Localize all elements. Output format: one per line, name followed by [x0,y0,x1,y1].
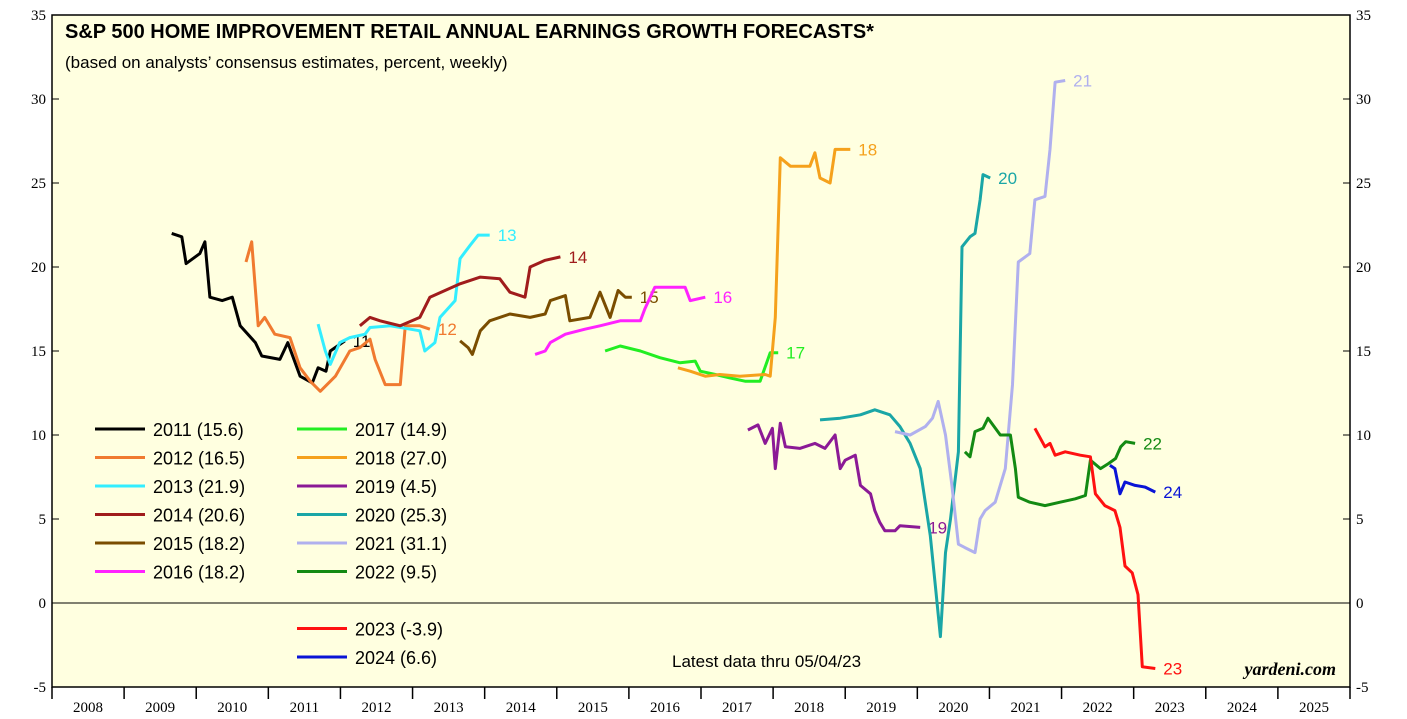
series-line [747,421,921,533]
x-tick-label: 2022 [1083,700,1113,716]
y-tick-label: 10 [31,428,46,444]
series-line [534,285,706,356]
series-line [604,344,779,383]
x-tick-label: 2013 [434,700,464,716]
end-label: 21 [1073,72,1092,91]
y-tick-label: 0 [39,596,47,612]
y-tick-label: 20 [31,260,46,276]
y2-tick-label: 20 [1356,260,1371,276]
series-line [1033,427,1156,670]
legend-label: 2023 (-3.9) [355,620,443,640]
chart-title: S&P 500 HOME IMPROVEMENT RETAIL ANNUAL E… [65,21,874,43]
x-tick-label: 2015 [578,700,608,716]
x-tick-label: 2014 [506,700,537,716]
annotation: Latest data thru 05/04/23 [672,652,861,671]
y-tick-label: 30 [31,92,46,108]
series-line [316,233,490,366]
y2-tick-label: -5 [1356,680,1369,696]
end-label: 18 [858,140,877,159]
series-line [244,240,431,393]
legend-label: 2017 (14.9) [355,420,447,440]
y2-tick-label: 35 [1356,8,1371,24]
x-tick-label: 2016 [650,700,681,716]
y2-tick-label: 15 [1356,344,1371,360]
end-label: 24 [1163,483,1182,502]
plot-area [51,14,1351,688]
legend-label: 2024 (6.6) [355,648,437,668]
y2-tick-label: 5 [1356,512,1364,528]
x-tick-label: 2024 [1227,700,1258,716]
end-label: 17 [786,344,805,363]
x-tick-label: 2010 [217,700,247,716]
legend-label: 2016 (18.2) [153,563,245,583]
x-tick-label: 2008 [73,700,103,716]
legend-label: 2022 (9.5) [355,563,437,583]
series-line [677,147,851,378]
y-tick-label: 25 [31,176,46,192]
end-label: 12 [438,320,457,339]
legend-label: 2015 (18.2) [153,534,245,554]
y2-tick-label: 30 [1356,92,1371,108]
legend-label: 2011 (15.6) [153,420,244,440]
legend-label: 2012 (16.5) [153,449,245,469]
series-line [894,79,1066,555]
x-tick-label: 2011 [290,700,319,716]
x-tick-label: 2018 [794,700,824,716]
legend-label: 2014 (20.6) [153,506,245,526]
series-line [358,255,561,328]
legend-label: 2013 (21.9) [153,477,245,497]
end-label: 16 [713,288,732,307]
end-label: 14 [568,248,587,267]
x-tick-label: 2021 [1011,700,1041,716]
chart-subtitle: (based on analysts’ consensus estimates,… [65,53,508,72]
x-tick-label: 2017 [722,700,753,716]
source: yardeni.com [1243,659,1337,679]
y2-tick-label: 10 [1356,428,1371,444]
x-tick-label: 2020 [938,700,968,716]
end-label: 22 [1143,434,1162,453]
end-label: 23 [1163,660,1182,679]
legend-label: 2021 (31.1) [355,534,447,554]
x-tick-label: 2019 [866,700,896,716]
end-label: 19 [928,518,947,537]
y-tick-label: -5 [34,680,47,696]
series-line [819,173,991,639]
x-tick-label: 2023 [1155,700,1185,716]
y2-tick-label: 25 [1356,176,1371,192]
y2-tick-label: 0 [1356,596,1364,612]
series-line [1109,463,1156,496]
series-line [963,416,1136,508]
legend-label: 2019 (4.5) [355,477,437,497]
x-tick-label: 2012 [362,700,392,716]
end-label: 20 [998,169,1017,188]
y-tick-label: 5 [39,512,47,528]
x-tick-label: 2025 [1299,700,1329,716]
legend-label: 2020 (25.3) [355,506,447,526]
legend-label: 2018 (27.0) [355,449,447,469]
y-tick-label: 35 [31,8,46,24]
y-tick-label: 15 [31,344,46,360]
series-line [459,289,632,356]
x-tick-label: 2009 [145,700,175,716]
end-label: 13 [498,226,517,245]
series-line [171,231,346,385]
